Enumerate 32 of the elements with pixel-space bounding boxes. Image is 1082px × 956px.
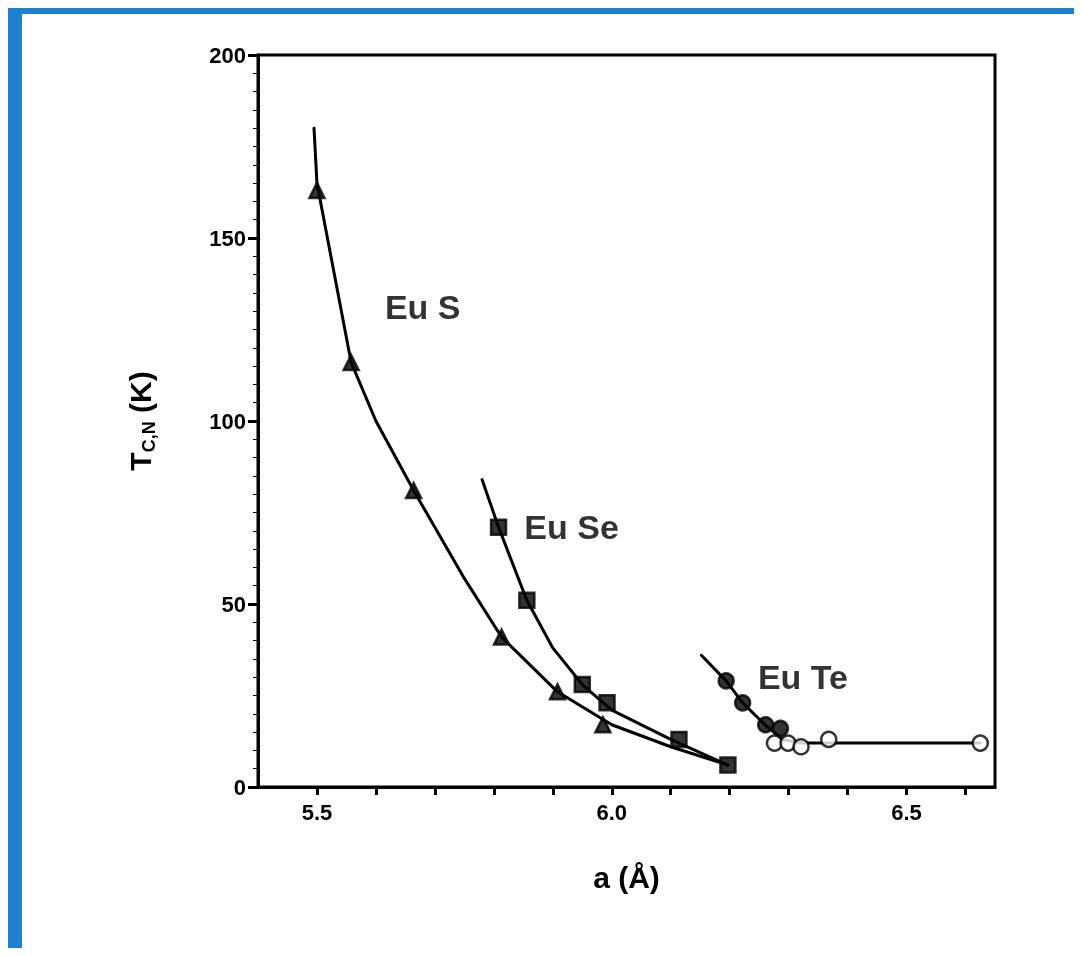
point: [548, 683, 567, 701]
point: [518, 591, 536, 610]
point: [820, 730, 838, 749]
point: [971, 734, 990, 752]
x-axis-title: a (Å): [593, 860, 660, 894]
x-tick-label: 5.5: [301, 799, 333, 825]
y-tick-label: 200: [209, 42, 246, 68]
point: [342, 353, 360, 372]
point: [492, 628, 511, 646]
point: [404, 481, 423, 500]
series-label: Eu Te: [757, 657, 848, 696]
y-tick-label: 50: [221, 591, 246, 617]
point: [792, 737, 810, 756]
point: [771, 719, 790, 738]
y-tick-label: 150: [209, 225, 246, 251]
point: [717, 672, 735, 690]
series-label: Eu Se: [524, 508, 619, 547]
series-label: Eu S: [384, 288, 461, 327]
point: [670, 730, 688, 749]
point: [719, 756, 737, 774]
point: [756, 716, 775, 734]
point: [489, 518, 508, 536]
y-tick-label: 0: [233, 774, 246, 800]
y-tick-label: 100: [209, 408, 246, 434]
x-tick-label: 6.5: [891, 799, 922, 825]
point: [594, 716, 612, 734]
point: [598, 694, 616, 712]
point: [573, 675, 592, 694]
point: [733, 694, 752, 712]
x-tick-label: 6.0: [596, 799, 628, 825]
y-axis-title: TC,N (K): [123, 371, 159, 471]
point: [308, 181, 326, 200]
